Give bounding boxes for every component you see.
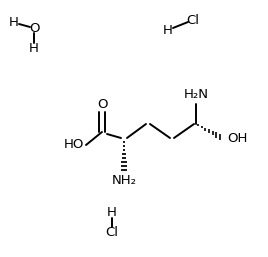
Text: H₂N: H₂N [184, 87, 209, 100]
Text: H: H [107, 206, 117, 218]
Text: HO: HO [64, 139, 84, 151]
Text: O: O [97, 97, 107, 111]
Text: H: H [29, 41, 39, 54]
Text: O: O [29, 22, 39, 34]
Text: NH₂: NH₂ [111, 173, 136, 187]
Text: Cl: Cl [106, 225, 118, 238]
Text: OH: OH [227, 132, 247, 144]
Text: Cl: Cl [187, 14, 199, 26]
Text: H: H [163, 23, 173, 36]
Text: H: H [9, 15, 19, 29]
